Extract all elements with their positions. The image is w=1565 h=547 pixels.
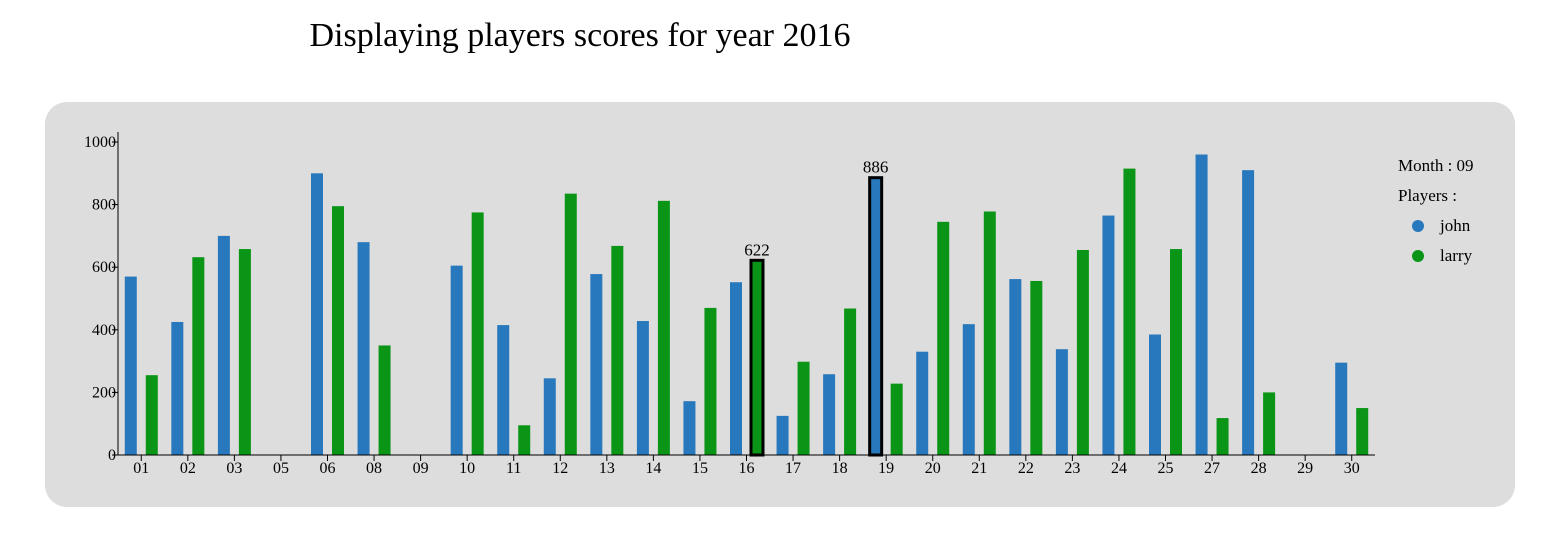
legend-month-label: Month : 09 [1398, 156, 1474, 175]
x-tick-label: 03 [226, 460, 242, 477]
bar-john-20[interactable] [916, 351, 929, 455]
x-tick-label: 21 [971, 460, 987, 477]
x-tick-label: 05 [273, 460, 289, 477]
bar-john-06[interactable] [311, 173, 323, 456]
bar-john-08[interactable] [357, 242, 370, 455]
bar-john-27[interactable] [1195, 154, 1208, 455]
x-tick-label: 27 [1204, 460, 1220, 477]
bar-john-03[interactable] [217, 235, 230, 455]
bar-larry-11[interactable] [518, 425, 531, 455]
bar-larry-13[interactable] [611, 245, 624, 455]
bar-larry-25[interactable] [1170, 249, 1182, 455]
bars-group [124, 154, 1369, 457]
x-tick-label: 02 [180, 460, 196, 477]
x-tick-label: 28 [1251, 460, 1267, 477]
legend-item-john[interactable]: john [1398, 215, 1474, 245]
x-tick-label: 01 [133, 460, 149, 477]
data-labels-group: 622 886 [744, 158, 888, 260]
legend-item-label: john [1440, 216, 1471, 235]
x-tick-label: 20 [925, 460, 941, 477]
x-tick-label: 14 [645, 460, 661, 477]
bar-john-16[interactable] [730, 282, 742, 455]
x-tick-label: 19 [878, 460, 894, 477]
bar-john-14[interactable] [636, 321, 649, 455]
bar-larry-30[interactable] [1356, 408, 1369, 455]
bar-john-15[interactable] [683, 401, 696, 455]
x-tick-label: 13 [599, 460, 615, 477]
x-tick-label: 29 [1297, 460, 1313, 477]
bar-larry-28[interactable] [1263, 392, 1276, 455]
bar-larry-17[interactable] [797, 361, 810, 455]
bar-john-24[interactable] [1102, 215, 1115, 455]
x-tick-label: 08 [366, 460, 382, 477]
data-label: 886 [863, 158, 889, 177]
x-axis: 01 02 03 05 06 08 09 10 11 12 13 14 15 16 17 18 19 20 21 22… [118, 454, 1375, 477]
y-tick-label: 1000 [84, 134, 116, 151]
data-label: 622 [744, 240, 770, 259]
x-tick-label: 22 [1018, 460, 1034, 477]
bar-larry-10[interactable] [471, 212, 484, 455]
bar-john-23[interactable] [1055, 349, 1068, 455]
bar-john-02[interactable] [171, 321, 184, 455]
x-tick-label: 10 [459, 460, 475, 477]
bar-larry-06[interactable] [332, 206, 344, 455]
bar-larry-18[interactable] [844, 308, 857, 455]
legend-swatch-larry [1412, 250, 1424, 262]
bar-john-10[interactable] [450, 265, 463, 455]
bar-larry-14[interactable] [657, 200, 670, 455]
y-tick-label: 400 [92, 322, 116, 339]
page-title: Displaying players scores for year 2016 [309, 17, 851, 54]
y-tick-label: 800 [92, 197, 116, 214]
bar-larry-15[interactable] [704, 307, 717, 455]
legend-players-label: Players : [1398, 186, 1458, 205]
bar-john-12[interactable] [543, 378, 556, 455]
x-tick-label: 15 [692, 460, 708, 477]
x-tick-label: 06 [320, 460, 336, 477]
bar-john-22[interactable] [1009, 279, 1022, 455]
bar-larry-19[interactable] [890, 383, 903, 455]
y-tick-label: 600 [92, 259, 116, 276]
bar-larry-24[interactable] [1123, 168, 1136, 456]
bar-john-13[interactable] [590, 274, 603, 455]
bar-john-19[interactable] [868, 176, 884, 457]
x-tick-label: 16 [739, 460, 755, 477]
bar-john-11[interactable] [497, 325, 510, 455]
bar-larry-12[interactable] [564, 193, 577, 455]
bar-john-18[interactable] [823, 374, 836, 455]
x-tick-label: 23 [1064, 460, 1080, 477]
bar-larry-23[interactable] [1076, 249, 1089, 455]
bar-john-17[interactable] [776, 415, 789, 455]
bar-john-01[interactable] [124, 276, 137, 455]
bar-larry-16[interactable] [749, 258, 765, 457]
legend: Month : 09 Players : john larry [1398, 155, 1474, 275]
bar-larry-22[interactable] [1030, 280, 1043, 455]
legend-item-label: larry [1440, 246, 1473, 265]
y-tick-label: 0 [108, 447, 116, 464]
bar-larry-27[interactable] [1216, 418, 1229, 455]
bar-larry-21[interactable] [983, 211, 996, 455]
x-tick-label: 24 [1111, 460, 1127, 477]
bar-john-28[interactable] [1242, 170, 1255, 456]
x-tick-label: 12 [552, 460, 568, 477]
y-tick-label: 200 [92, 384, 116, 401]
legend-item-larry[interactable]: larry [1398, 245, 1474, 275]
bar-larry-08[interactable] [378, 345, 391, 455]
x-tick-label: 11 [506, 460, 521, 477]
legend-swatch-john [1412, 220, 1424, 232]
bar-larry-02[interactable] [192, 257, 205, 455]
x-tick-label: 17 [785, 460, 801, 477]
x-tick-label: 18 [832, 460, 848, 477]
bar-larry-01[interactable] [145, 375, 158, 455]
y-axis: 0 200 400 600 800 1000 [84, 132, 119, 464]
bar-larry-03[interactable] [238, 249, 251, 455]
x-tick-label: 30 [1344, 460, 1360, 477]
bar-john-25[interactable] [1149, 334, 1161, 455]
x-tick-label: 25 [1158, 460, 1174, 477]
bar-john-21[interactable] [962, 324, 975, 455]
x-tick-label: 09 [413, 460, 429, 477]
bar-larry-20[interactable] [937, 221, 950, 455]
bar-john-30[interactable] [1335, 362, 1348, 455]
